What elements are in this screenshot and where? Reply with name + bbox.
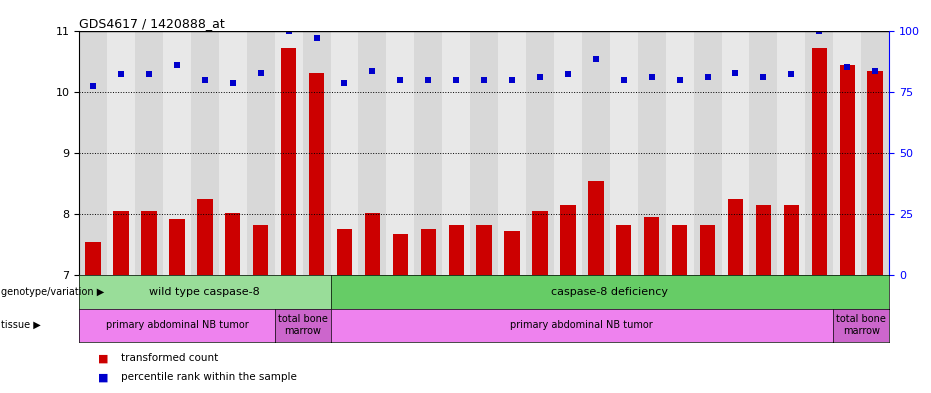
Bar: [449, 225, 464, 275]
Bar: [386, 31, 414, 275]
Bar: [79, 31, 107, 275]
Bar: [421, 230, 436, 275]
Bar: [163, 31, 191, 275]
Bar: [477, 225, 492, 275]
Bar: [588, 181, 603, 275]
Text: ■: ■: [98, 353, 108, 364]
Bar: [722, 31, 749, 275]
Text: genotype/variation ▶: genotype/variation ▶: [1, 287, 104, 297]
Bar: [169, 219, 184, 275]
Bar: [805, 31, 833, 275]
Bar: [812, 48, 827, 275]
Bar: [505, 231, 519, 275]
Bar: [694, 31, 722, 275]
Bar: [868, 71, 883, 275]
Bar: [86, 242, 101, 275]
Bar: [365, 213, 380, 275]
Text: ■: ■: [98, 372, 108, 382]
Bar: [749, 31, 777, 275]
Bar: [638, 31, 666, 275]
Bar: [247, 31, 275, 275]
Bar: [142, 211, 156, 275]
Bar: [610, 31, 638, 275]
Text: caspase-8 deficiency: caspase-8 deficiency: [551, 287, 668, 297]
Bar: [700, 225, 715, 275]
Bar: [554, 31, 582, 275]
Bar: [219, 31, 247, 275]
Text: percentile rank within the sample: percentile rank within the sample: [121, 372, 297, 382]
Bar: [114, 211, 128, 275]
Bar: [833, 31, 861, 275]
Text: primary abdominal NB tumor: primary abdominal NB tumor: [105, 320, 249, 330]
Bar: [728, 199, 743, 275]
Text: total bone
marrow: total bone marrow: [277, 314, 328, 336]
Bar: [470, 31, 498, 275]
Bar: [281, 48, 296, 275]
Bar: [526, 31, 554, 275]
Text: primary abdominal NB tumor: primary abdominal NB tumor: [510, 320, 654, 330]
Bar: [191, 31, 219, 275]
Text: total bone
marrow: total bone marrow: [836, 314, 886, 336]
Bar: [107, 31, 135, 275]
Bar: [331, 31, 358, 275]
Bar: [840, 65, 855, 275]
Bar: [225, 213, 240, 275]
Text: GDS4617 / 1420888_at: GDS4617 / 1420888_at: [79, 17, 225, 30]
Bar: [309, 73, 324, 275]
Bar: [560, 205, 575, 275]
Bar: [337, 230, 352, 275]
Bar: [275, 31, 303, 275]
Bar: [582, 31, 610, 275]
Bar: [616, 225, 631, 275]
Bar: [197, 199, 212, 275]
Bar: [414, 31, 442, 275]
Bar: [644, 217, 659, 275]
Text: transformed count: transformed count: [121, 353, 218, 364]
Bar: [777, 31, 805, 275]
Bar: [253, 225, 268, 275]
Bar: [393, 234, 408, 275]
Bar: [303, 31, 331, 275]
Bar: [672, 225, 687, 275]
Bar: [666, 31, 694, 275]
Bar: [442, 31, 470, 275]
Bar: [756, 205, 771, 275]
Bar: [533, 211, 547, 275]
Text: tissue ▶: tissue ▶: [1, 320, 41, 330]
Text: wild type caspase-8: wild type caspase-8: [150, 287, 260, 297]
Bar: [358, 31, 386, 275]
Bar: [498, 31, 526, 275]
Bar: [861, 31, 889, 275]
Bar: [135, 31, 163, 275]
Bar: [784, 205, 799, 275]
